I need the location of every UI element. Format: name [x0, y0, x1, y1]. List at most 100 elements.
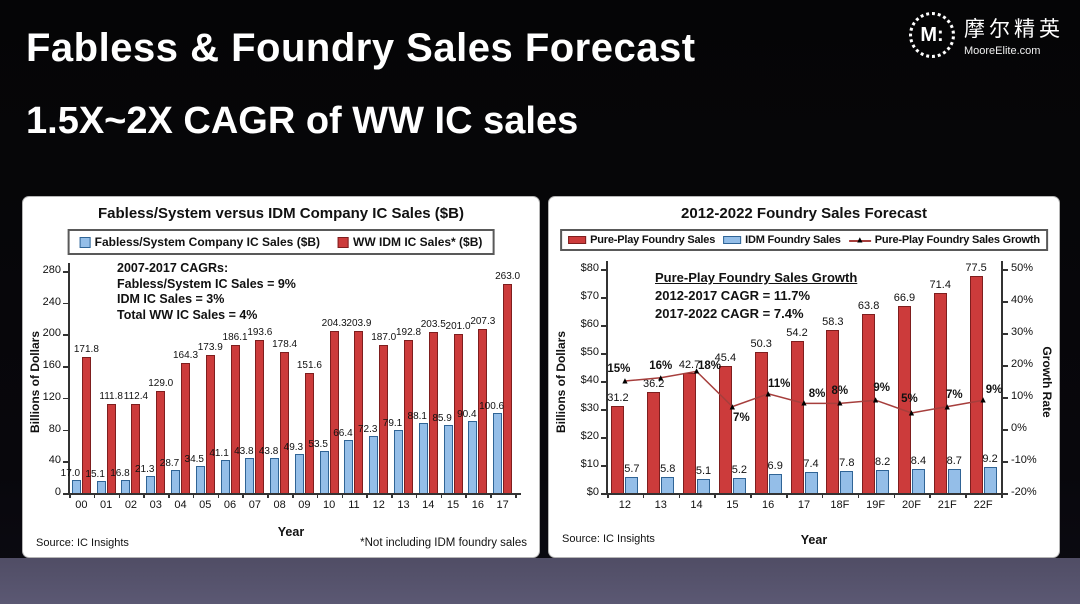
idm-foundry-bar: [732, 478, 746, 493]
x-tick: [192, 493, 195, 498]
fabless-value-label: 90.4: [457, 409, 477, 421]
x-tick: [316, 493, 319, 498]
y-tick: [63, 493, 68, 495]
fabless-value-label: 17.0: [60, 467, 81, 479]
growth-marker-icon: ▲: [692, 365, 701, 376]
y-tick-left: [601, 493, 606, 495]
idm-value-label: 112.4: [123, 390, 149, 402]
idm-foundry-value-label: 8.2: [874, 456, 891, 469]
idm-bar: [329, 331, 339, 493]
y-tick-left: [601, 465, 606, 467]
x-tick-label: 20F: [901, 499, 921, 511]
idm-value-label: 111.8: [99, 391, 123, 403]
x-tick-label: 13: [654, 499, 667, 511]
growth-value-label: 7%: [733, 411, 750, 424]
y-tick-right: [1002, 301, 1008, 303]
idm-foundry-value-label: 7.8: [839, 457, 855, 470]
x-tick: [678, 493, 681, 498]
y-tick-right-label: 40%: [1011, 294, 1034, 306]
y-tick: [63, 366, 68, 368]
y-tick-label: 280: [42, 264, 61, 276]
y-tick-right: [1002, 397, 1008, 399]
y-tick-left-label: $0: [586, 486, 599, 498]
y-tick: [63, 429, 68, 432]
y-tick-right: [1002, 333, 1008, 335]
idm-value-label: 171.8: [73, 343, 99, 355]
fabless-bar: [319, 450, 329, 493]
y-tick-left-label: $30: [580, 402, 599, 414]
idm-bar: [255, 339, 265, 493]
logo-name-cn: 摩尔精英: [964, 18, 1064, 41]
x-tick: [714, 493, 716, 498]
fabless-vs-idm-legend: Fabless/System Company IC Sales ($B) WW …: [67, 229, 495, 255]
y-tick-right-label: 10%: [1011, 390, 1034, 402]
y-tick-left-label: $50: [580, 346, 599, 358]
y-tick-left-label: $20: [580, 430, 599, 442]
y-tick-left: [601, 353, 606, 355]
x-tick: [440, 493, 443, 498]
y-tick-right: [1002, 493, 1008, 495]
x-tick: [515, 493, 517, 498]
idm-value-label: 187.0: [371, 331, 397, 343]
fabless-bar: [443, 424, 453, 493]
fabless-bar: [418, 423, 428, 493]
fabless-bar: [220, 460, 230, 493]
y-tick-left-label: $80: [580, 262, 599, 274]
y-tick-label: 160: [42, 359, 61, 372]
y-tick-right: [1002, 269, 1008, 271]
idm-bar: [503, 284, 513, 493]
y-tick-left: [601, 297, 606, 299]
pureplay-bar: [897, 305, 911, 493]
growth-value-label: 18%: [698, 360, 722, 373]
logo-text: 摩尔精英 MooreElite.com: [964, 13, 1064, 57]
x-tick-label: 07: [248, 499, 261, 511]
x-tick: [750, 493, 752, 498]
growth-marker-icon: ▲: [799, 397, 809, 408]
idm-foundry-value-label: 5.1: [695, 464, 712, 477]
fabless-bar: [146, 476, 156, 493]
x-tick-label: 00: [75, 499, 88, 511]
idm-bar: [131, 403, 141, 493]
y-tick-left-label: $10: [580, 458, 599, 470]
red-bar-icon: [568, 236, 587, 244]
growth-value-label: 8%: [808, 388, 826, 401]
annotation-line: 2017-2022 CAGR = 7.4%: [655, 306, 804, 321]
growth-marker-icon: ▲: [727, 401, 737, 412]
x-axis-label-year: Year: [800, 533, 828, 547]
foundry-forecast-plot-area: $0 $10 $20 $30 $40 $50 $60 $70 $80 -20% -10% 0% 10% 2…: [549, 197, 1059, 557]
cagr-annotation: 2007-2017 CAGRs: Fabless/System IC Sales…: [117, 261, 296, 323]
x-tick: [415, 493, 418, 498]
fabless-value-label: 85.9: [432, 412, 452, 424]
fabless-value-label: 79.1: [382, 418, 403, 430]
idm-foundry-value-label: 8.4: [910, 455, 927, 468]
x-tick-label: 01: [100, 499, 113, 511]
idm-foundry-bar: [911, 469, 925, 493]
y-tick: [63, 334, 68, 336]
x-tick: [168, 493, 170, 498]
y-axis-right: [1001, 261, 1003, 493]
idm-foundry-bar: [697, 478, 711, 493]
growth-value-label: 7%: [945, 388, 963, 401]
idm-foundry-value-label: 5.2: [731, 464, 748, 477]
idm-bar: [81, 356, 91, 493]
y-axis-label-growth-rate: Growth Rate: [1040, 346, 1054, 418]
annotation-line: IDM IC Sales = 3%: [117, 292, 225, 306]
pureplay-value-label: 50.3: [750, 338, 772, 351]
fabless-value-label: 21.3: [134, 464, 155, 476]
source-note: Source: IC Insights: [36, 537, 129, 549]
idm-foundry-bar: [625, 477, 639, 493]
idm-bar: [478, 328, 488, 493]
pureplay-bar: [647, 391, 661, 493]
logo-name-en: MooreElite.com: [964, 45, 1041, 57]
y-tick-left-label: $40: [580, 374, 599, 386]
x-tick-label: 16: [762, 499, 775, 511]
y-tick: [63, 271, 68, 273]
x-tick-label: 13: [397, 499, 410, 511]
fabless-bar: [171, 470, 180, 493]
idm-foundry-bar: [661, 476, 675, 493]
idm-value-label: 193.6: [247, 326, 273, 338]
idm-bar: [404, 340, 413, 493]
y-tick-label: 120: [42, 390, 61, 403]
fabless-vs-idm-plot-area: 0 40 80 120 160 200 240 280 171.8 17.0 00 111.8 15.1…: [23, 197, 539, 557]
x-tick-label: 19F: [866, 499, 886, 511]
